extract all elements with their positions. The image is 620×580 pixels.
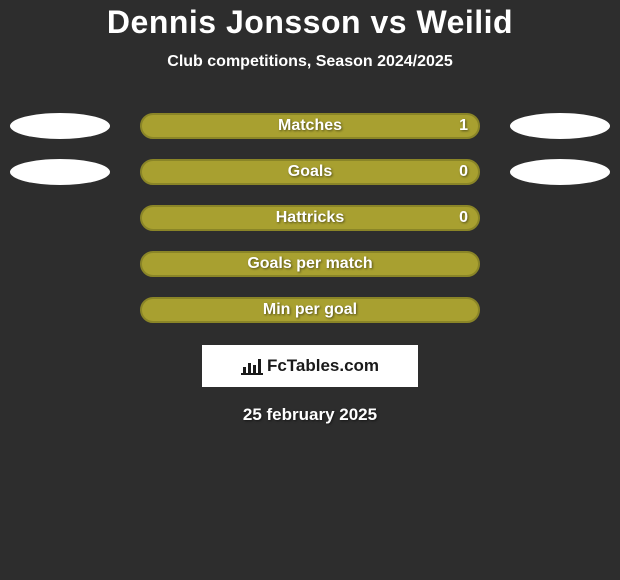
stat-row: Min per goal bbox=[0, 297, 620, 323]
chart-icon bbox=[241, 357, 263, 375]
ellipse-spacer bbox=[510, 205, 610, 231]
stat-value: 0 bbox=[459, 163, 468, 181]
stat-bar: Hattricks 0 bbox=[140, 205, 480, 231]
logo-box: FcTables.com bbox=[202, 345, 418, 387]
stat-row: Matches 1 bbox=[0, 113, 620, 139]
player-right-ellipse bbox=[510, 113, 610, 139]
stat-label: Goals per match bbox=[247, 255, 372, 273]
stat-bar: Min per goal bbox=[140, 297, 480, 323]
stat-label: Goals bbox=[288, 163, 332, 181]
container: Dennis Jonsson vs Weilid Club competitio… bbox=[0, 0, 620, 425]
player-left-ellipse bbox=[10, 159, 110, 185]
stat-bar: Goals 0 bbox=[140, 159, 480, 185]
stat-row: Goals 0 bbox=[0, 159, 620, 185]
stat-value: 1 bbox=[459, 117, 468, 135]
page-title: Dennis Jonsson vs Weilid bbox=[107, 4, 513, 41]
page-subtitle: Club competitions, Season 2024/2025 bbox=[167, 53, 452, 71]
stat-label: Hattricks bbox=[276, 209, 344, 227]
stat-rows: Matches 1 Goals 0 Hattricks 0 Goals per match M… bbox=[0, 113, 620, 323]
stat-bar: Goals per match bbox=[140, 251, 480, 277]
player-right-ellipse bbox=[510, 159, 610, 185]
stat-bar: Matches 1 bbox=[140, 113, 480, 139]
ellipse-spacer bbox=[510, 251, 610, 277]
player-left-ellipse bbox=[10, 113, 110, 139]
ellipse-spacer bbox=[10, 205, 110, 231]
stat-label: Min per goal bbox=[263, 301, 357, 319]
stat-value: 0 bbox=[459, 209, 468, 227]
ellipse-spacer bbox=[510, 297, 610, 323]
stat-row: Goals per match bbox=[0, 251, 620, 277]
ellipse-spacer bbox=[10, 251, 110, 277]
logo-text: FcTables.com bbox=[267, 356, 379, 376]
ellipse-spacer bbox=[10, 297, 110, 323]
stat-row: Hattricks 0 bbox=[0, 205, 620, 231]
date-text: 25 february 2025 bbox=[243, 405, 377, 425]
stat-label: Matches bbox=[278, 117, 342, 135]
